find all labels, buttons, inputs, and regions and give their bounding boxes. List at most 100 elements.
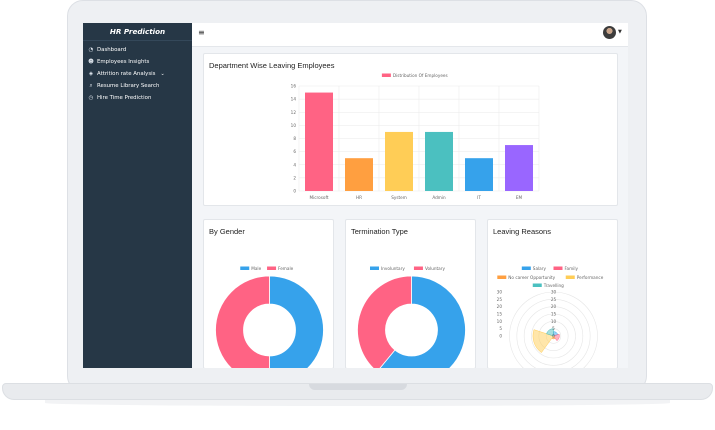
slice-involuntary — [379, 275, 466, 368]
bar-em — [505, 145, 533, 191]
x-tick-label: IT — [477, 195, 481, 200]
gender-card: By Gender Male Female — [203, 219, 334, 368]
clock-icon: ◷ — [88, 95, 94, 101]
r-tick-label: 15 — [551, 312, 557, 317]
bar-hr — [345, 158, 373, 191]
slice-male — [269, 275, 324, 368]
reasons-card-title: Leaving Reasons — [493, 227, 551, 236]
gem-icon: ◈ — [88, 71, 94, 77]
y-tick-label: 8 — [293, 136, 296, 141]
sidebar-item-dashboard[interactable]: ◔ Dashboard — [83, 44, 192, 56]
legend-swatch — [267, 266, 277, 270]
legend-label: Performance — [577, 275, 604, 280]
laptop-shadow — [45, 400, 670, 406]
users-icon: ☻ — [88, 59, 94, 65]
sidebar-item-label: Attrition rate Analysis — [97, 71, 156, 77]
laptop-base — [2, 383, 713, 400]
termination-doughnut-chart: Involuntary Voluntary — [357, 266, 466, 368]
legend-label: Male — [251, 266, 261, 271]
chevron-down-icon: ⌄ — [160, 71, 165, 77]
x-tick-label: EM — [516, 195, 523, 200]
legend-swatch — [532, 283, 542, 287]
polar-segment-4 — [546, 328, 554, 337]
left-tick-label: 25 — [497, 297, 503, 302]
top-bar: ≡ ▼ — [192, 23, 628, 47]
sidebar-item-hire-time[interactable]: ◷ Hire Time Prediction — [83, 92, 192, 104]
department-card: Department Wise Leaving Employees Distri… — [203, 53, 618, 206]
r-tick-label: 30 — [551, 290, 557, 295]
menu-icon[interactable]: ≡ — [198, 28, 205, 37]
sidebar-nav: ◔ Dashboard ☻ Employees Insights ◈ Attritio… — [83, 41, 192, 104]
y-tick-label: 16 — [291, 84, 297, 89]
radial-grid-ring — [509, 291, 598, 368]
r-tick-label: 0 — [552, 334, 555, 339]
polar-segment-1 — [553, 333, 560, 342]
sidebar-item-label: Resume Library Search — [97, 83, 160, 89]
y-tick-label: 14 — [291, 97, 297, 102]
r-tick-label: 5 — [552, 326, 555, 331]
left-tick-label: 5 — [499, 326, 502, 331]
left-tick-label: 10 — [497, 319, 503, 324]
y-tick-label: 4 — [293, 162, 296, 167]
legend-swatch — [521, 266, 531, 270]
legend-label: Salary — [533, 266, 547, 271]
legend-label: Family — [565, 266, 579, 271]
y-tick-label: 10 — [291, 123, 297, 128]
termination-card-title: Termination Type — [351, 227, 408, 236]
legend-swatch — [413, 266, 423, 270]
legend-label: Voluntary — [425, 266, 446, 271]
r-tick-label: 25 — [551, 297, 557, 302]
bar-microsoft — [305, 92, 333, 191]
legend-swatch — [497, 275, 507, 279]
x-tick-label: Microsoft — [309, 195, 328, 200]
x-tick-label: System — [391, 195, 407, 200]
sidebar-item-resume-search[interactable]: ⌕ Resume Library Search — [83, 80, 192, 92]
bar-system — [385, 131, 413, 191]
reasons-polar-chart: Salary Family No career Opportunity Perform… — [497, 266, 604, 368]
legend-swatch — [381, 73, 391, 77]
left-tick-label: 15 — [497, 312, 503, 317]
legend-label: Involuntary — [381, 266, 405, 271]
gender-card-title: By Gender — [209, 227, 245, 236]
gender-doughnut-chart: Male Female — [215, 266, 324, 368]
legend-swatch — [370, 266, 379, 270]
polar-segment-3 — [532, 329, 554, 353]
legend-label: Travelling — [543, 283, 564, 288]
sidebar-item-label: Dashboard — [97, 47, 127, 53]
caret-down-icon[interactable]: ▼ — [618, 29, 622, 35]
legend-label: Distribution Of Employees — [393, 73, 448, 78]
sidebar-item-employees-insights[interactable]: ☻ Employees Insights — [83, 56, 192, 68]
y-tick-label: 2 — [293, 175, 296, 180]
slice-voluntary — [357, 275, 412, 368]
radial-grid-ring — [523, 306, 584, 366]
app-screen: HR Prediction ◔ Dashboard ☻ Employees Insi… — [83, 23, 628, 368]
left-tick-label: 20 — [497, 304, 503, 309]
reasons-card: Leaving Reasons Salary Family No career Op… — [487, 219, 618, 368]
x-tick-label: HR — [356, 195, 362, 200]
y-tick-label: 6 — [293, 149, 296, 154]
search-icon: ⌕ — [89, 83, 93, 89]
slice-female — [215, 275, 270, 368]
radial-grid-ring — [516, 299, 591, 368]
legend-swatch — [553, 266, 563, 270]
avatar[interactable] — [603, 26, 616, 39]
legend-label: No career Opportunity — [508, 275, 555, 280]
legend-label: Female — [278, 266, 294, 271]
bar-it — [465, 158, 493, 191]
sidebar-item-attrition-analysis[interactable]: ◈ Attrition rate Analysis ⌄ — [83, 68, 192, 80]
sidebar-item-label: Hire Time Prediction — [97, 95, 152, 101]
laptop-notch — [309, 384, 407, 390]
y-tick-label: 12 — [291, 110, 297, 115]
bar-admin — [425, 131, 453, 191]
sidebar: HR Prediction ◔ Dashboard ☻ Employees Insi… — [83, 23, 192, 368]
department-card-title: Department Wise Leaving Employees — [209, 61, 335, 70]
dashboard-icon: ◔ — [88, 47, 94, 53]
brand-title[interactable]: HR Prediction — [83, 23, 192, 41]
left-tick-label: 30 — [497, 290, 503, 295]
department-bar-chart: Distribution Of Employees 0 2 4 6 8 10 12 14 16 Mi… — [291, 73, 540, 200]
y-tick-label: 0 — [293, 189, 296, 194]
left-tick-label: 0 — [499, 334, 502, 339]
legend-swatch — [240, 266, 250, 270]
x-tick-label: Admin — [432, 195, 446, 200]
r-tick-label: 10 — [551, 319, 557, 324]
